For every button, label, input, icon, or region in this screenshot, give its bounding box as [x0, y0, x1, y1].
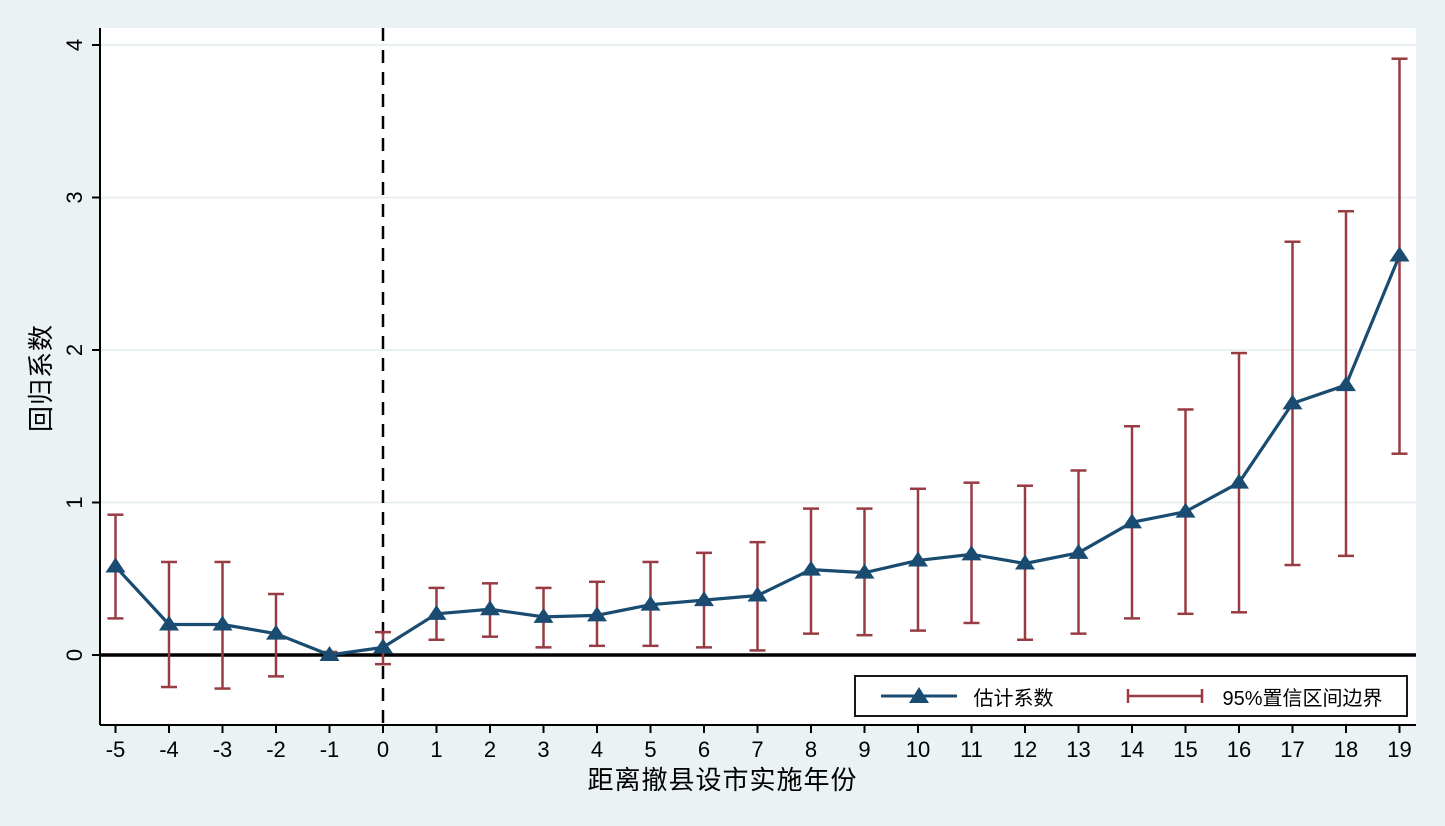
coefficient-marker [159, 615, 179, 631]
coefficient-marker [961, 545, 982, 561]
y-tick-label: 1 [62, 496, 87, 508]
coefficient-marker [1389, 246, 1410, 262]
x-axis-title: 距离撤县设市实施年份 [587, 765, 858, 795]
x-tick-label: -4 [159, 737, 179, 762]
x-tick-label: 19 [1387, 737, 1411, 762]
x-tick-label: 7 [751, 737, 763, 762]
legend-label-coefficient: 估计系数 [973, 687, 1054, 710]
y-tick-label: 2 [62, 344, 87, 356]
coefficient-marker [1122, 513, 1142, 529]
coefficient-marker [1336, 376, 1356, 392]
x-tick-label: 17 [1280, 737, 1304, 762]
x-tick-label: 0 [377, 737, 389, 762]
coefficient-marker [747, 586, 768, 602]
x-tick-label: 2 [484, 737, 496, 762]
coefficient-marker [1015, 554, 1035, 570]
x-tick-label: -5 [106, 737, 126, 762]
coefficient-marker [1068, 543, 1089, 559]
y-tick-label: 4 [62, 39, 87, 51]
coefficient-legend-glyph [881, 687, 958, 703]
x-tick-label: 4 [591, 737, 603, 762]
x-tick-label: 11 [960, 737, 983, 762]
x-tick-label: 14 [1120, 737, 1144, 762]
ci-legend-glyph [1127, 689, 1204, 703]
y-axis-title: 回归系数 [26, 324, 56, 433]
coefficient-marker [480, 600, 500, 616]
coefficient-marker [533, 607, 554, 623]
x-tick-label: 15 [1173, 737, 1197, 762]
x-tick-label: 18 [1334, 737, 1358, 762]
x-tick-label: 13 [1066, 737, 1090, 762]
x-tick-label: 12 [1013, 737, 1037, 762]
x-tick-label: 3 [537, 737, 549, 762]
coefficient-marker [105, 557, 126, 573]
coefficient-marker [1229, 473, 1249, 489]
x-tick-label: 16 [1227, 737, 1251, 762]
x-tick-label: -3 [213, 737, 233, 762]
triangle-marker-icon [909, 687, 930, 703]
coefficient-marker [319, 646, 340, 661]
x-tick-label: 10 [906, 737, 930, 762]
y-tick-label: 3 [62, 191, 87, 203]
coefficient-marker [1175, 502, 1196, 518]
legend-label-ci: 95%置信区间边界 [1222, 687, 1383, 710]
coefficient-marker [694, 591, 714, 607]
y-tick-label: 0 [62, 649, 87, 661]
coefficient-marker [640, 595, 661, 611]
coefficient-marker [854, 563, 875, 579]
x-tick-label: 6 [698, 737, 710, 762]
x-tick-label: 1 [430, 737, 442, 762]
x-tick-label: 8 [805, 737, 817, 762]
legend-box: 估计系数 95%置信区间边界 [854, 675, 1408, 717]
coefficient-marker [426, 604, 447, 620]
coefficient-marker [266, 624, 286, 640]
x-tick-label: -1 [320, 737, 340, 762]
x-tick-label: 5 [644, 737, 656, 762]
coefficient-marker [801, 560, 821, 576]
coefficient-marker [373, 638, 393, 654]
coefficient-marker [587, 606, 607, 622]
coefficient-marker [212, 615, 233, 631]
x-tick-label: -2 [266, 737, 286, 762]
x-tick-label: 9 [858, 737, 870, 762]
coefficient-marker [1282, 394, 1303, 410]
coefficient-marker [908, 551, 928, 567]
